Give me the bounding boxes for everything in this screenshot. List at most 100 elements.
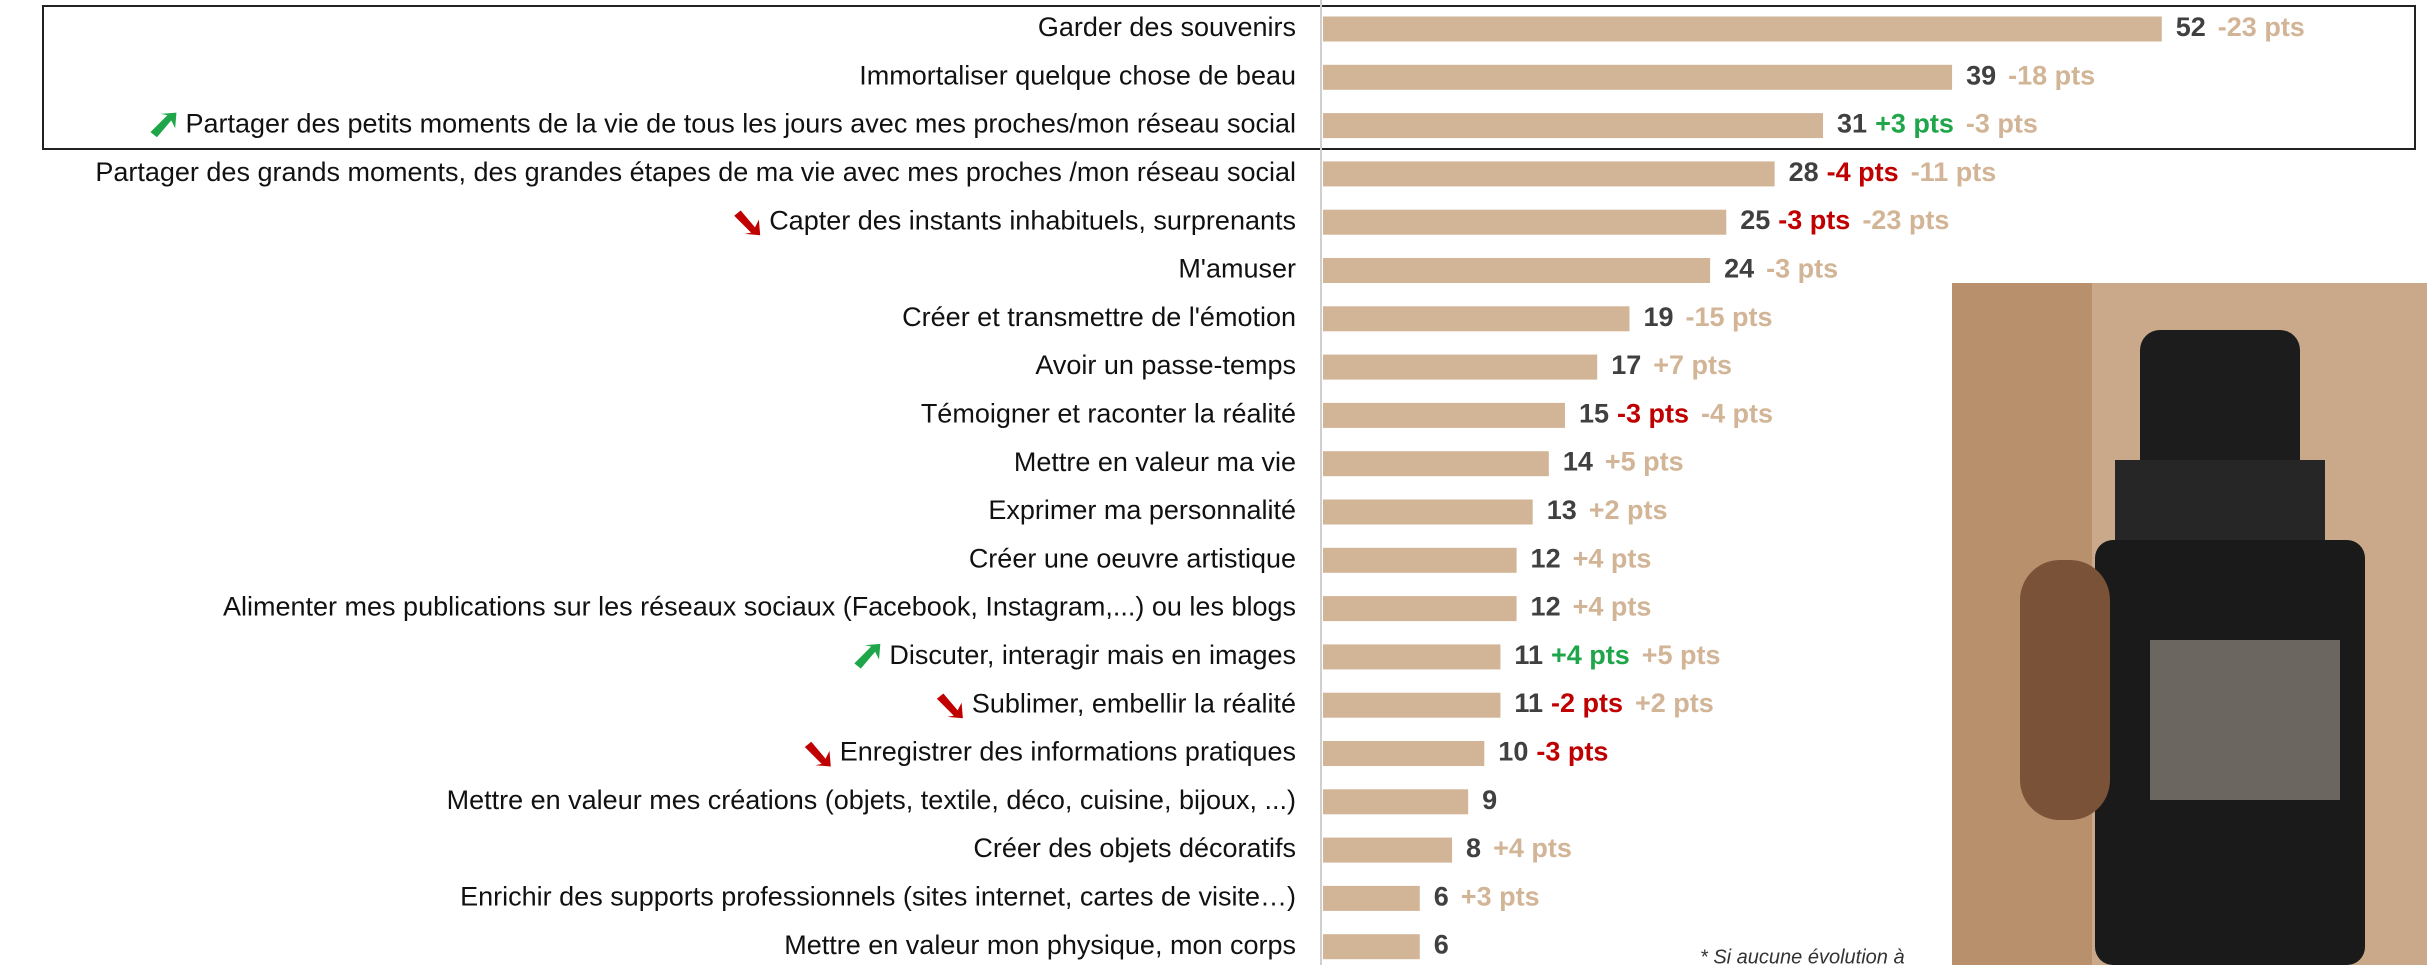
bar <box>1323 741 1485 766</box>
value-label-group: 14 +5 pts <box>1563 447 1684 477</box>
bar <box>1323 692 1501 718</box>
bar <box>1323 547 1517 573</box>
trend-label: +3 pts <box>1461 882 1540 912</box>
value-label: 11 <box>1514 688 1543 718</box>
trend-label: -3 pts <box>1766 254 1838 284</box>
value-label-group: 6 <box>1434 930 1449 960</box>
bar <box>1323 161 1775 187</box>
value-label-group: 6 +3 pts <box>1434 882 1540 912</box>
category-label: M'amuser <box>1178 254 1296 284</box>
bar <box>1323 113 1824 139</box>
bar <box>1323 64 1953 90</box>
value-label-group: 52 -23 pts <box>2176 12 2305 42</box>
value-label: 13 <box>1547 495 1577 525</box>
value-label: 28 <box>1789 157 1819 187</box>
bar <box>1323 354 1598 380</box>
category-label: Partager des petits moments de la vie de… <box>185 109 1296 139</box>
trend-label: -11 pts <box>1911 157 1997 187</box>
change-label: +4 pts <box>1551 640 1630 670</box>
value-label-group: 8 +4 pts <box>1466 833 1572 863</box>
value-label-group: 11 +4 pts +5 pts <box>1514 640 1720 670</box>
value-label: 6 <box>1434 882 1449 912</box>
trend-label: +4 pts <box>1573 592 1652 622</box>
value-label: 14 <box>1563 447 1593 477</box>
category-label: Sublimer, embellir la réalité <box>972 688 1296 718</box>
value-label-group: 15 -3 pts -4 pts <box>1579 399 1773 429</box>
change-label: +3 pts <box>1875 109 1954 139</box>
change-label: -3 pts <box>1536 737 1608 767</box>
value-label: 12 <box>1531 592 1561 622</box>
category-label: Enregistrer des informations pratiques <box>840 737 1296 767</box>
value-label-group: 11 -2 pts +2 pts <box>1514 688 1713 718</box>
value-label-group: 24 -3 pts <box>1724 254 1838 284</box>
category-label: Immortaliser quelque chose de beau <box>859 60 1296 90</box>
change-label: -2 pts <box>1551 688 1623 718</box>
value-label: 52 <box>2176 12 2206 42</box>
footnote: * Si aucune évolution à <box>1700 946 1905 965</box>
bar <box>1323 885 1420 911</box>
value-label-group: 31 +3 pts -3 pts <box>1837 109 2038 139</box>
trend-label: +5 pts <box>1642 640 1721 670</box>
value-label-group: 12 +4 pts <box>1531 543 1652 573</box>
value-label-group: 17 +7 pts <box>1611 350 1732 380</box>
value-label: 25 <box>1740 205 1770 235</box>
trend-label: -23 pts <box>2218 12 2305 42</box>
category-label: Créer et transmettre de l'émotion <box>902 302 1296 332</box>
category-label: Partager des grands moments, des grandes… <box>95 157 1296 187</box>
value-label-group: 19 -15 pts <box>1643 302 1772 332</box>
category-label: Créer une oeuvre artistique <box>969 543 1296 573</box>
value-label: 17 <box>1611 350 1641 380</box>
bar <box>1323 209 1727 235</box>
category-label: Capter des instants inhabituels, surpren… <box>769 205 1296 235</box>
arrow-down <box>734 210 761 236</box>
value-label: 31 <box>1837 109 1867 139</box>
bar <box>1323 451 1549 477</box>
bar <box>1323 499 1533 525</box>
arrow-down <box>804 741 831 767</box>
bar <box>1323 16 2162 42</box>
category-label: Alimenter mes publications sur les résea… <box>223 592 1296 622</box>
arrow-up <box>854 643 881 669</box>
category-label: Témoigner et raconter la réalité <box>921 399 1296 429</box>
value-label-group: 28 -4 pts -11 pts <box>1789 157 1997 187</box>
change-label: -4 pts <box>1827 157 1899 187</box>
category-label: Exprimer ma personnalité <box>988 495 1296 525</box>
bar <box>1323 837 1453 863</box>
value-label: 11 <box>1514 640 1543 670</box>
trend-label: -3 pts <box>1966 109 2038 139</box>
category-label: Créer des objets décoratifs <box>973 833 1296 863</box>
bar <box>1323 402 1565 428</box>
value-label: 24 <box>1724 254 1754 284</box>
category-label: Garder des souvenirs <box>1038 12 1296 42</box>
highlight-box <box>42 5 2416 150</box>
bar <box>1323 258 1711 283</box>
bar <box>1323 789 1469 815</box>
bar <box>1323 596 1517 622</box>
value-label-group: 9 <box>1482 785 1497 815</box>
value-label-group: 12 +4 pts <box>1531 592 1652 622</box>
trend-label: +7 pts <box>1653 350 1732 380</box>
trend-label: +2 pts <box>1589 495 1668 525</box>
value-label: 19 <box>1643 302 1673 332</box>
value-label: 8 <box>1466 833 1481 863</box>
trend-label: +5 pts <box>1605 447 1684 477</box>
arrow-down <box>936 693 963 719</box>
value-label: 12 <box>1531 543 1561 573</box>
value-label: 39 <box>1966 60 1996 90</box>
trend-label: +4 pts <box>1493 833 1572 863</box>
bar <box>1323 644 1501 670</box>
value-label: 9 <box>1482 785 1497 815</box>
change-label: -3 pts <box>1617 399 1689 429</box>
trend-label: -23 pts <box>1862 205 1949 235</box>
bar <box>1323 306 1630 332</box>
trend-label: +2 pts <box>1635 688 1714 718</box>
value-label: 10 <box>1498 737 1528 767</box>
trend-label: -18 pts <box>2008 60 2095 90</box>
category-label: Discuter, interagir mais en images <box>889 640 1296 670</box>
value-label-group: 39 -18 pts <box>1966 60 2095 90</box>
bar <box>1323 934 1420 960</box>
value-label: 6 <box>1434 930 1449 960</box>
change-label: -3 pts <box>1778 205 1850 235</box>
category-label: Avoir un passe-temps <box>1035 350 1296 380</box>
